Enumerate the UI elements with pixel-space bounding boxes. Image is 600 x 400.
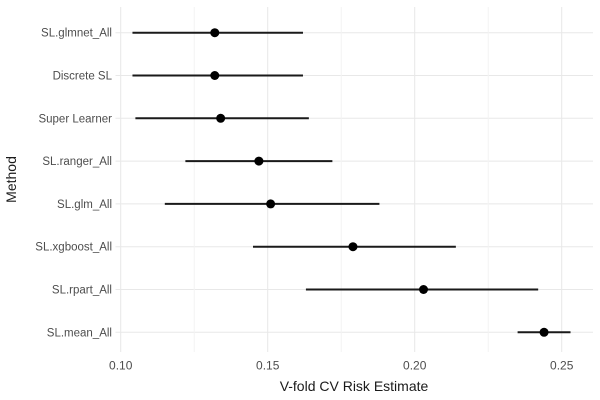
- point-estimate-dot: [266, 199, 276, 209]
- x-tick-label: 0.10: [109, 359, 133, 373]
- point-estimate-dot: [254, 156, 264, 166]
- x-tick-label: 0.20: [403, 359, 427, 373]
- x-axis-tick-labels: 0.10 0.15 0.20 0.25: [109, 359, 574, 373]
- y-axis-category-label: Discrete SL: [53, 71, 113, 83]
- point-estimate-dot: [348, 242, 358, 252]
- y-axis-category-label: SL.xgboost_All: [35, 242, 112, 254]
- y-axis-title: Method: [3, 156, 19, 203]
- x-axis-title: V-fold CV Risk Estimate: [280, 378, 429, 394]
- point-estimate-dot: [419, 285, 429, 294]
- y-axis-category-label: SL.ranger_All: [42, 156, 112, 168]
- point-estimate-dot: [539, 327, 549, 337]
- point-estimate-dot: [210, 28, 220, 38]
- y-axis-category-label: Super Learner: [38, 113, 112, 125]
- y-axis-category-label: SL.glm_All: [57, 199, 112, 211]
- y-axis-labels: SL.glmnet_All Discrete SL Super Learner SL.…: [35, 28, 112, 340]
- point-estimate-dot: [210, 71, 220, 80]
- x-tick-label: 0.25: [550, 359, 574, 373]
- x-tick-label: 0.15: [256, 359, 280, 373]
- y-axis-category-label: SL.mean_All: [47, 327, 112, 339]
- y-axis-category-label: SL.glmnet_All: [41, 28, 112, 40]
- gridlines-layer: [115, 7, 593, 352]
- point-estimate-dot: [216, 113, 226, 123]
- pointrange-layer: [132, 28, 571, 337]
- y-axis-category-label: SL.rpart_All: [52, 285, 112, 297]
